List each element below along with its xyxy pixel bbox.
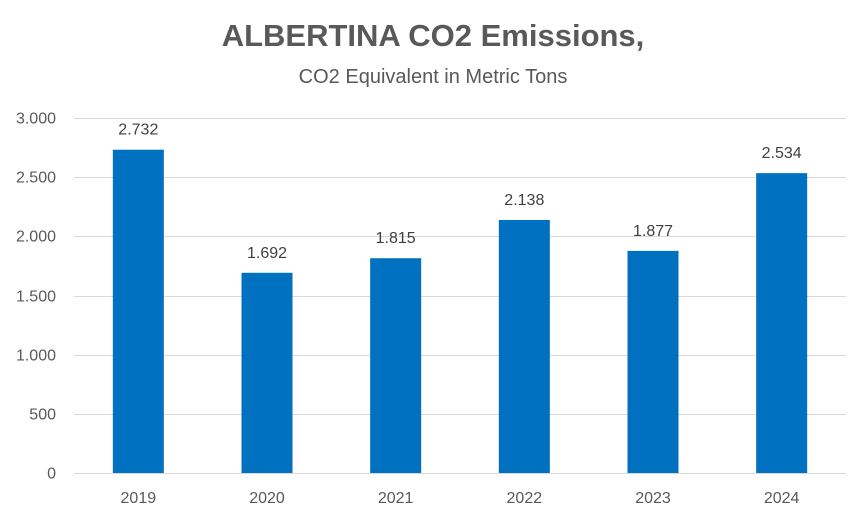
bar-2019 [112, 149, 164, 474]
data-label-2024: 2.534 [762, 145, 802, 162]
x-tick-label-2020: 2020 [249, 490, 285, 507]
bar-2020 [241, 272, 293, 473]
y-tick-label: 2.000 [16, 229, 56, 246]
data-label-2019: 2.732 [118, 122, 158, 139]
y-tick-label: 3.000 [16, 111, 56, 128]
y-tick-label: 2.500 [16, 170, 56, 187]
data-label-2022: 2.138 [504, 192, 544, 209]
bars [112, 149, 808, 474]
data-label-2021: 1.815 [376, 230, 416, 247]
y-axis-ticks: 0 500 1.000 1.500 2.000 2.500 3.000 [16, 111, 56, 483]
y-tick-label: 500 [29, 407, 56, 424]
chart-subtitle: CO2 Equivalent in Metric Tons [298, 66, 568, 88]
bar-2023 [627, 250, 679, 473]
y-tick-label: 1.000 [16, 348, 56, 365]
data-label-2023: 1.877 [633, 223, 673, 240]
y-tick-label: 0 [47, 466, 56, 483]
x-tick-label-2023: 2023 [635, 490, 671, 507]
data-labels: 2.732 1.692 1.815 2.138 1.877 2.534 [118, 122, 801, 262]
bar-2022 [498, 220, 550, 473]
chart-title: ALBERTINA CO2 Emissions, [221, 18, 645, 53]
gridlines [74, 118, 846, 474]
x-tick-label-2021: 2021 [378, 490, 414, 507]
x-tick-label-2019: 2019 [121, 490, 157, 507]
x-tick-label-2024: 2024 [764, 490, 800, 507]
bar-2021 [370, 258, 422, 473]
x-tick-label-2022: 2022 [507, 490, 543, 507]
data-label-2020: 1.692 [247, 245, 287, 262]
y-tick-label: 1.500 [16, 289, 56, 306]
x-axis-ticks: 2019 2020 2021 2022 2023 2024 [121, 490, 800, 507]
bar-2024 [756, 173, 808, 474]
